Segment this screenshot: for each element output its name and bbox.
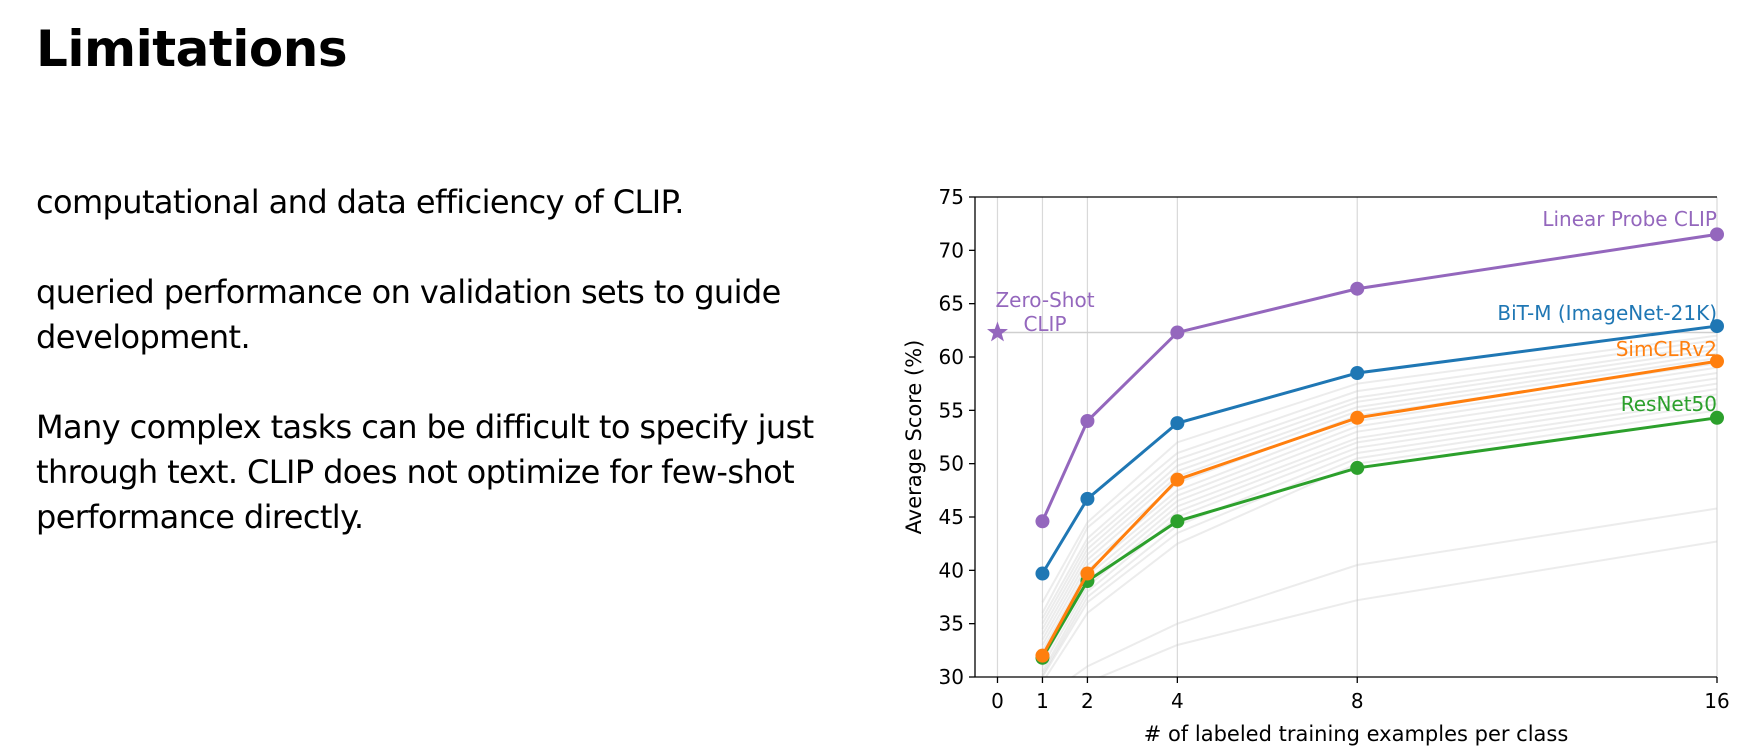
data-point	[1080, 566, 1095, 581]
background-series-line-9	[1041, 372, 1717, 651]
background-series-line-8	[1041, 366, 1717, 646]
background-series-line-13	[1041, 393, 1717, 673]
y-tick-label: 30	[939, 665, 964, 689]
data-point	[1035, 648, 1050, 663]
paragraph-1: computational and data efficiency of CLI…	[36, 183, 684, 221]
zero-shot-label-line1: Zero-Shot	[995, 288, 1094, 312]
y-tick-label: 50	[939, 452, 964, 476]
data-point	[1350, 460, 1365, 475]
series-layer	[1035, 227, 1724, 665]
background-series-line-17	[1070, 507, 1717, 677]
grid-layer	[996, 197, 1718, 677]
series-label: SimCLRv2	[1616, 337, 1717, 361]
y-tick-label: 35	[939, 612, 964, 636]
data-point	[1080, 491, 1095, 506]
x-tick-label: 4	[1171, 689, 1184, 713]
paragraph-2: queried performance on validation sets t…	[36, 273, 781, 356]
zero-shot-label-line2: CLIP	[1023, 312, 1066, 336]
data-point	[1710, 227, 1724, 242]
paragraph-3: Many complex tasks can be difficult to s…	[36, 408, 814, 536]
background-series-line-16	[1044, 409, 1717, 677]
x-tick-label: 8	[1351, 689, 1364, 713]
series-line	[1041, 359, 1718, 657]
label-layer: Linear Probe CLIP BiT-M (ImageNet-21K) Sim…	[987, 207, 1717, 416]
y-tick-label: 70	[939, 238, 964, 262]
series-bit-m-imagenet-21k-	[1035, 319, 1724, 581]
zero-shot-star-marker	[987, 321, 1008, 342]
x-tick-label: 0	[991, 689, 1004, 713]
axes-layer: 30 35 40 45 50 55 60 65 70 75 0 1 2 4 8 16 # of labeled …	[902, 185, 1730, 746]
background-series-line-15	[1041, 402, 1717, 677]
data-point	[1170, 325, 1185, 340]
background-series-line-5	[1041, 352, 1717, 630]
y-tick-label: 45	[939, 505, 964, 529]
y-tick-label: 75	[939, 185, 964, 209]
y-tick-label: 55	[939, 398, 964, 422]
slide-body: computational and data efficiency of CLI…	[36, 180, 856, 585]
background-series-line-14	[1041, 398, 1717, 676]
x-axis-label: # of labeled training examples per class	[1144, 722, 1569, 746]
data-point	[1710, 319, 1724, 334]
background-series-line-4	[1041, 348, 1717, 625]
background-series-line-2	[1041, 338, 1717, 614]
data-point	[1170, 514, 1185, 529]
data-point	[1710, 354, 1724, 369]
data-point	[1710, 410, 1724, 425]
y-axis-label: Average Score (%)	[902, 340, 926, 535]
data-point	[1350, 366, 1365, 380]
data-point	[1035, 514, 1050, 529]
data-point	[1170, 472, 1185, 487]
x-tick-label: 16	[1704, 689, 1729, 713]
y-tick-label: 40	[939, 558, 964, 582]
data-point	[1350, 410, 1365, 425]
series-label: ResNet50	[1621, 392, 1717, 416]
background-series-layer	[1041, 334, 1717, 677]
slide-title: Limitations	[36, 20, 348, 78]
data-point	[1035, 566, 1050, 581]
background-series-line-18	[1097, 540, 1717, 677]
background-series-line-1	[1041, 334, 1717, 603]
data-point	[1170, 416, 1185, 431]
data-point	[1080, 414, 1095, 428]
series-line	[1041, 416, 1718, 659]
series-label: BiT-M (ImageNet-21K)	[1497, 301, 1717, 325]
y-tick-label: 65	[939, 292, 964, 316]
x-tick-label: 1	[1036, 689, 1049, 713]
series-label: Linear Probe CLIP	[1542, 207, 1717, 231]
data-point	[1350, 281, 1365, 296]
series-linear-probe-clip	[1035, 227, 1724, 529]
background-series-line-3	[1041, 344, 1717, 619]
x-tick-label: 2	[1081, 689, 1094, 713]
y-tick-label: 60	[939, 345, 964, 369]
series-simclrv2	[1035, 354, 1724, 663]
background-series-line-12	[1041, 388, 1717, 667]
